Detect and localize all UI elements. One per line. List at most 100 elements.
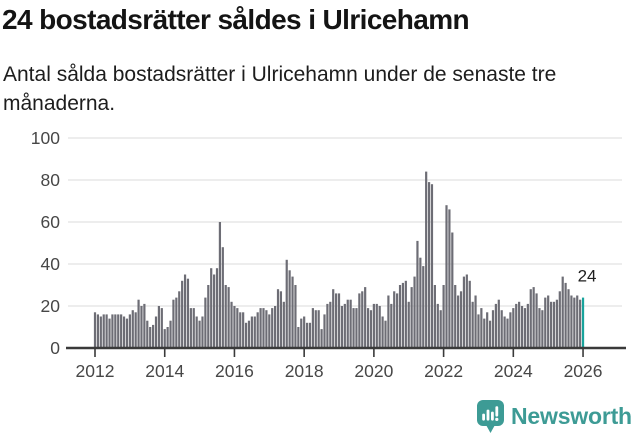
bar [355, 308, 358, 348]
bar [224, 285, 227, 348]
bar [396, 293, 399, 348]
bar [419, 257, 422, 348]
bar [468, 280, 471, 348]
bar [422, 266, 425, 348]
bar [146, 320, 149, 348]
bar [189, 308, 192, 348]
bar [488, 320, 492, 348]
x-axis-tick-label: 2020 [354, 361, 393, 381]
bar [430, 184, 434, 348]
bar [398, 285, 402, 348]
bar [99, 316, 102, 348]
bar [372, 303, 375, 348]
bar [416, 240, 419, 348]
bar [375, 303, 378, 348]
bar [169, 320, 172, 348]
bar [401, 282, 405, 348]
bar [192, 308, 195, 348]
bar [500, 310, 503, 348]
bar [271, 308, 274, 348]
bar [143, 303, 146, 348]
bar [503, 316, 506, 348]
bar [384, 320, 387, 348]
bar [532, 287, 535, 348]
bar [268, 314, 271, 348]
bar [579, 299, 582, 348]
bar [154, 316, 158, 348]
bar [102, 314, 105, 348]
bar [529, 289, 532, 348]
bar [308, 322, 312, 348]
bar [294, 285, 297, 348]
bar [576, 295, 579, 348]
brand-link[interactable]: Newsworthy [477, 400, 631, 433]
bar [523, 308, 527, 348]
bar [244, 322, 248, 348]
bar [477, 314, 480, 348]
bar [157, 306, 161, 348]
x-axis-tick-label: 2026 [564, 361, 603, 381]
bar [288, 270, 291, 348]
bar [570, 295, 573, 348]
bar [239, 312, 242, 348]
bar [387, 295, 390, 348]
bar [526, 303, 529, 348]
bar [413, 276, 416, 348]
newsworthy-logo-icon [477, 400, 504, 433]
bar [236, 308, 239, 348]
y-axis-tick-label: 0 [50, 338, 60, 358]
bar [393, 291, 396, 348]
bar [381, 316, 384, 348]
bar [564, 282, 567, 348]
bar [349, 299, 352, 348]
brand-wordmark: Newsworthy [511, 403, 631, 429]
bar [242, 312, 245, 348]
bar [497, 299, 500, 348]
bar [96, 314, 100, 348]
bar [303, 316, 306, 348]
bar [329, 301, 332, 348]
bar [518, 301, 521, 348]
x-axis-tick-label: 2024 [494, 361, 533, 381]
bar [436, 303, 439, 348]
bar [364, 287, 367, 348]
bar [535, 293, 538, 348]
bar [247, 320, 251, 348]
bar [198, 320, 201, 348]
bar [140, 306, 143, 348]
bar [335, 293, 338, 348]
bar [480, 308, 483, 348]
bar [314, 310, 317, 348]
x-axis-tick-label: 2014 [145, 361, 184, 381]
bar [137, 299, 140, 348]
bar [407, 301, 410, 348]
bar [262, 308, 265, 348]
bar [320, 329, 323, 348]
bar [427, 182, 431, 348]
bar [552, 301, 556, 348]
bar [547, 295, 550, 348]
bar [486, 312, 489, 348]
bar [454, 285, 457, 348]
bar [506, 318, 509, 348]
bar [317, 310, 320, 348]
bar [474, 295, 477, 348]
bar [218, 222, 222, 348]
bar [311, 308, 314, 348]
bar [483, 318, 486, 348]
y-axis-tick-label: 40 [41, 254, 61, 274]
bar [215, 268, 219, 348]
bar [253, 316, 256, 348]
bar [457, 295, 460, 348]
bar [366, 308, 370, 348]
bar [491, 310, 495, 348]
bar [465, 274, 468, 348]
bar [433, 285, 436, 348]
bar [134, 312, 137, 348]
bar [567, 289, 570, 348]
bar [425, 171, 428, 348]
bar [256, 312, 259, 348]
bar [282, 301, 285, 348]
